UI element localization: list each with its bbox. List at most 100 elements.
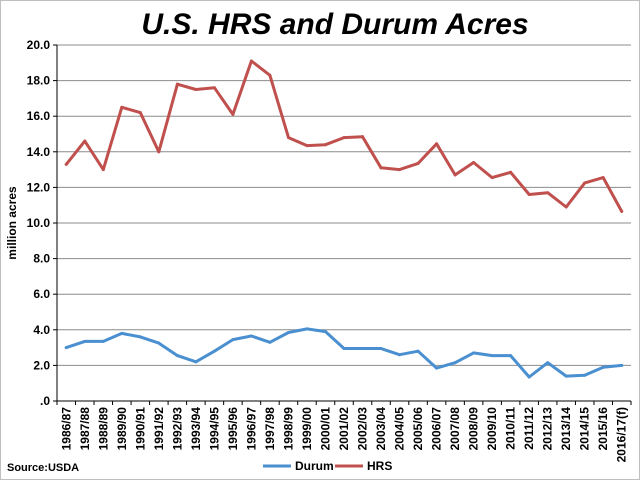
data-point-hrs: [398, 168, 402, 172]
x-tick-label: 2011/12: [522, 407, 536, 450]
data-point-hrs: [157, 150, 161, 154]
data-point-durum: [416, 349, 420, 353]
x-tick-label: 2002/03: [356, 407, 370, 451]
data-point-hrs: [83, 139, 87, 143]
x-tick-label: 1990/91: [133, 407, 147, 451]
data-point-durum: [601, 365, 605, 369]
data-point-hrs: [601, 176, 605, 180]
series-line-durum: [64, 327, 624, 379]
data-point-durum: [64, 346, 68, 350]
data-point-hrs: [416, 161, 420, 165]
data-point-durum: [101, 339, 105, 343]
data-point-durum: [527, 375, 531, 379]
x-tick-label: 2004/05: [393, 407, 407, 451]
data-point-hrs: [472, 160, 476, 164]
data-point-hrs: [212, 86, 216, 90]
y-tick-label: 12.0: [27, 180, 51, 194]
data-point-hrs: [546, 191, 550, 195]
x-tick-label: 2008/09: [467, 407, 481, 451]
data-point-durum: [564, 374, 568, 378]
x-tick-label: 2006/07: [430, 407, 444, 451]
data-point-durum: [361, 346, 365, 350]
data-point-durum: [435, 366, 439, 370]
x-tick-label: 1993/94: [189, 407, 203, 451]
legend-label-durum: Durum: [295, 459, 334, 473]
y-tick-label: .0: [40, 394, 50, 408]
data-point-durum: [120, 331, 124, 335]
x-tick-label: 1997/98: [263, 407, 277, 451]
data-point-hrs: [64, 162, 68, 166]
legend-label-hrs: HRS: [367, 459, 392, 473]
y-tick-label: 16.0: [27, 109, 51, 123]
y-tick-label: 4.0: [33, 323, 50, 337]
data-point-hrs: [361, 135, 365, 139]
x-tick-label: 1989/90: [115, 407, 129, 451]
data-point-hrs: [527, 193, 531, 197]
x-tick-label: 2016/17(f): [615, 407, 629, 462]
y-axis-label: million acres: [5, 186, 19, 260]
data-point-durum: [583, 373, 587, 377]
data-point-hrs: [323, 143, 327, 147]
data-point-durum: [194, 360, 198, 364]
chart-title: U.S. HRS and Durum Acres: [141, 8, 528, 41]
data-point-hrs: [435, 142, 439, 146]
x-tick-label: 1995/96: [226, 407, 240, 451]
y-tick-label: 6.0: [33, 287, 50, 301]
y-tick-label: 14.0: [27, 145, 51, 159]
data-point-durum: [379, 346, 383, 350]
data-point-hrs: [620, 209, 624, 213]
x-tick-label: 1994/95: [207, 407, 221, 451]
data-point-durum: [83, 339, 87, 343]
legend: Durum HRS: [263, 459, 392, 473]
data-point-durum: [305, 327, 309, 331]
data-point-durum: [398, 353, 402, 357]
y-tick-label: 18.0: [27, 74, 51, 88]
x-tick-label: 2014/15: [578, 407, 592, 451]
x-tick-label: 2007/08: [448, 407, 462, 451]
x-tick-label: 2012/13: [541, 407, 555, 451]
data-point-durum: [212, 349, 216, 353]
data-point-durum: [157, 341, 161, 345]
data-point-durum: [546, 361, 550, 365]
x-tick-label: 1991/92: [152, 407, 166, 451]
data-point-hrs: [286, 136, 290, 140]
data-point-hrs: [453, 173, 457, 177]
data-point-hrs: [194, 88, 198, 91]
data-point-durum: [342, 346, 346, 350]
data-point-hrs: [249, 59, 253, 63]
x-tick-label: 2009/10: [485, 407, 499, 451]
data-point-hrs: [268, 73, 272, 77]
x-tick-label: 2015/16: [596, 407, 610, 451]
data-point-durum: [175, 354, 179, 358]
data-point-hrs: [305, 144, 309, 148]
data-point-durum: [620, 363, 624, 367]
x-tick-label: 1999/00: [300, 407, 314, 451]
y-axis-ticks: .0 2.0 4.0 6.0 8.0 10.0 12.0 14.0 16.0 18.0 20.0: [27, 38, 57, 408]
data-point-durum: [286, 330, 290, 334]
source-note: Source:USDA: [7, 462, 79, 474]
data-point-hrs: [101, 168, 105, 172]
data-point-durum: [231, 338, 235, 342]
data-point-hrs: [120, 105, 124, 109]
y-tick-label: 2.0: [33, 358, 50, 372]
data-point-durum: [490, 354, 494, 358]
data-point-hrs: [138, 111, 142, 115]
x-tick-label: 1987/88: [78, 407, 92, 451]
data-point-hrs: [564, 205, 568, 209]
data-point-hrs: [490, 176, 494, 180]
x-tick-label: 1992/93: [170, 407, 184, 451]
x-tick-label: 1998/99: [281, 407, 295, 451]
series-layer: [64, 59, 624, 379]
x-tick-label: 2001/02: [337, 407, 351, 451]
data-point-hrs: [379, 166, 383, 170]
x-axis-ticks: 1986/87 1987/88 1988/89 1989/90 1990/91 1991/…: [56, 401, 632, 462]
y-tick-label: 8.0: [33, 252, 50, 266]
gridlines: [57, 44, 631, 366]
data-point-hrs: [342, 136, 346, 140]
x-tick-label: 2000/01: [318, 407, 332, 451]
data-point-hrs: [231, 112, 235, 116]
x-tick-label: 1988/89: [96, 407, 110, 451]
x-tick-label: 2003/04: [374, 407, 388, 451]
